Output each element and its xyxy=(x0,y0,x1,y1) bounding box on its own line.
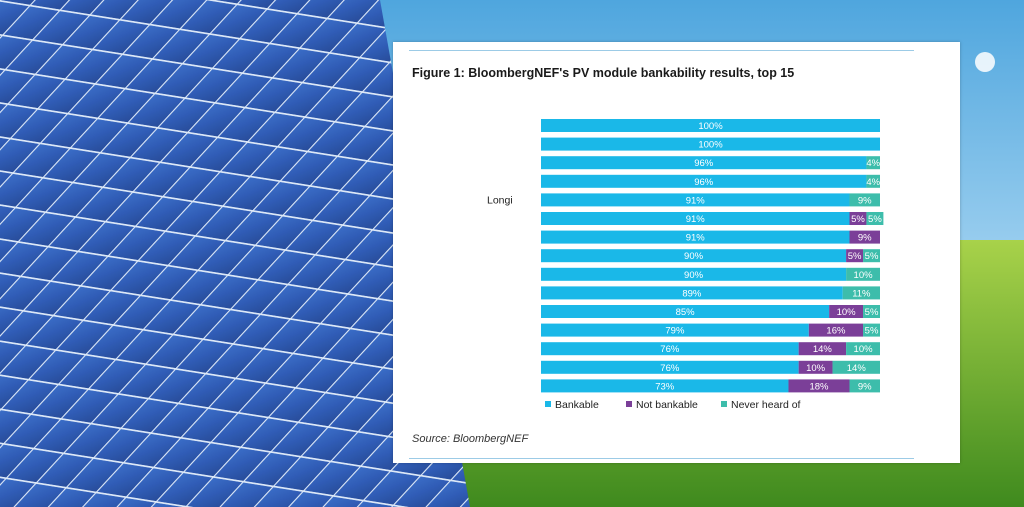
data-label: 100% xyxy=(698,140,723,151)
top-rule xyxy=(409,50,914,51)
bar-segment xyxy=(541,249,847,263)
legend-swatch xyxy=(626,401,632,407)
data-label: 10% xyxy=(837,307,857,318)
bar-segment xyxy=(866,212,884,225)
bar-segment xyxy=(541,156,867,170)
bar-segment xyxy=(863,249,880,263)
bar-segment xyxy=(541,360,799,374)
bar-segment xyxy=(541,137,880,151)
legend-label: Bankable xyxy=(555,399,599,411)
figure-card: Figure 1: BloombergNEF's PV module banka… xyxy=(393,42,960,463)
bar-segment xyxy=(846,342,880,356)
bar-segment xyxy=(541,323,809,337)
data-label: 90% xyxy=(684,270,704,281)
bar-segment xyxy=(788,379,850,393)
bar-segment xyxy=(849,230,880,244)
data-label: 73% xyxy=(655,381,675,392)
legend-label: Never heard of xyxy=(731,399,801,411)
data-label: 4% xyxy=(866,177,880,188)
bar-segment xyxy=(541,174,867,188)
data-label: 5% xyxy=(848,251,862,262)
bar-segment xyxy=(829,305,864,318)
data-label: 96% xyxy=(694,177,714,188)
data-label: 10% xyxy=(806,363,826,374)
data-label: 76% xyxy=(660,363,680,374)
data-label: 85% xyxy=(676,307,696,318)
bar-segment xyxy=(866,156,880,170)
data-label: 14% xyxy=(813,344,833,355)
legend-swatch xyxy=(545,401,551,407)
figure-title: Figure 1: BloombergNEF's PV module banka… xyxy=(412,66,795,80)
data-label: 91% xyxy=(686,214,706,225)
data-label: 11% xyxy=(852,288,871,299)
bar-segment xyxy=(541,305,830,318)
bar-segment xyxy=(798,342,847,356)
bar-segment xyxy=(808,323,864,337)
bar-segment xyxy=(842,286,880,300)
data-label: 16% xyxy=(826,326,846,337)
data-label: 18% xyxy=(809,381,829,392)
category-labels: Longi xyxy=(487,194,513,206)
data-label: 89% xyxy=(682,288,702,299)
data-label: 4% xyxy=(866,158,880,169)
bar-segment xyxy=(798,360,833,374)
legend: Bankable Not bankable Never heard of xyxy=(545,399,801,411)
bars-group: 100%100%96% 4%96% 4%91% 9%91% 5% 5%91% 9%90% 5%… xyxy=(541,119,884,393)
data-label: 90% xyxy=(684,251,704,262)
bar-segment xyxy=(846,249,864,263)
data-label: 5% xyxy=(851,214,865,225)
bankability-chart: 100%100%96% 4%96% 4%91% 9%91% 5% 5%91% 9%90% 5%… xyxy=(487,119,884,411)
data-label: 5% xyxy=(865,251,879,262)
legend-label: Not bankable xyxy=(636,399,698,411)
data-label: 9% xyxy=(858,381,872,392)
bottom-rule xyxy=(409,458,914,459)
bar-segment xyxy=(849,379,880,393)
figure-source: Source: BloombergNEF xyxy=(412,433,529,445)
data-label: 5% xyxy=(865,307,879,318)
bar-segment xyxy=(541,342,799,356)
data-label: 9% xyxy=(858,195,872,206)
data-label: 100% xyxy=(698,121,723,132)
data-label: 10% xyxy=(854,344,874,355)
data-label: 14% xyxy=(847,363,867,374)
bar-segment xyxy=(541,286,843,300)
data-label: 91% xyxy=(686,233,706,244)
bar-segment xyxy=(849,193,880,207)
bar-segment xyxy=(541,119,880,132)
bar-segment xyxy=(846,267,880,281)
bar-segment xyxy=(832,360,880,374)
bar-segment xyxy=(863,305,880,318)
data-label: 10% xyxy=(854,270,874,281)
data-label: 5% xyxy=(865,326,879,337)
bar-segment xyxy=(849,212,867,225)
data-label: 76% xyxy=(660,344,680,355)
data-label: 91% xyxy=(686,195,706,206)
bar-segment xyxy=(541,267,847,281)
category-label: Longi xyxy=(487,194,513,206)
data-label: 9% xyxy=(858,233,872,244)
data-label: 79% xyxy=(665,326,685,337)
legend-swatch xyxy=(721,401,727,407)
data-label: 96% xyxy=(694,158,714,169)
bar-segment xyxy=(541,230,850,244)
bar-segment xyxy=(863,323,880,337)
data-label: 5% xyxy=(868,214,882,225)
bar-segment xyxy=(541,379,789,393)
bar-segment xyxy=(866,174,880,188)
bar-segment xyxy=(541,193,850,207)
bar-segment xyxy=(541,212,850,225)
